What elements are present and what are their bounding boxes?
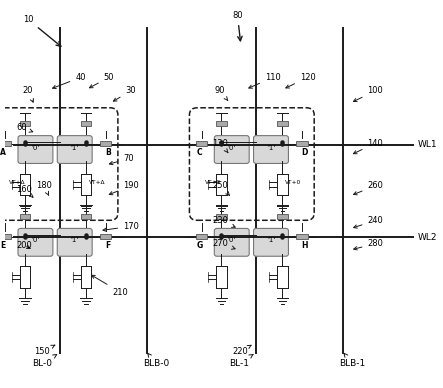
FancyBboxPatch shape xyxy=(57,136,92,163)
Text: F: F xyxy=(105,241,110,249)
FancyBboxPatch shape xyxy=(81,214,91,219)
Text: 250: 250 xyxy=(213,181,229,195)
Text: '1': '1' xyxy=(70,237,79,243)
FancyBboxPatch shape xyxy=(100,234,111,239)
FancyBboxPatch shape xyxy=(214,229,249,256)
FancyBboxPatch shape xyxy=(277,214,288,219)
Text: BLB-1: BLB-1 xyxy=(339,353,365,368)
FancyBboxPatch shape xyxy=(253,229,288,256)
FancyBboxPatch shape xyxy=(214,136,249,163)
Text: '0': '0' xyxy=(31,145,39,151)
Text: BL-0: BL-0 xyxy=(32,355,57,368)
Text: 10: 10 xyxy=(23,15,61,46)
Text: C: C xyxy=(197,148,202,157)
Text: 150: 150 xyxy=(34,345,55,357)
Text: '0': '0' xyxy=(228,237,236,243)
Text: 30: 30 xyxy=(113,87,136,101)
FancyBboxPatch shape xyxy=(277,121,288,126)
Text: 20: 20 xyxy=(23,87,33,102)
Text: 230: 230 xyxy=(213,216,235,227)
FancyBboxPatch shape xyxy=(0,141,11,146)
FancyBboxPatch shape xyxy=(18,136,53,163)
FancyBboxPatch shape xyxy=(253,136,288,163)
Text: WL2: WL2 xyxy=(418,233,437,242)
FancyBboxPatch shape xyxy=(81,121,91,126)
Text: 280: 280 xyxy=(354,239,383,250)
Text: D: D xyxy=(301,148,307,157)
Text: VT+Δ: VT+Δ xyxy=(9,180,25,185)
Text: 140: 140 xyxy=(354,139,383,154)
Text: 190: 190 xyxy=(109,181,139,195)
Text: 50: 50 xyxy=(89,73,114,88)
FancyBboxPatch shape xyxy=(196,234,207,239)
Text: 110: 110 xyxy=(249,73,281,88)
Text: 80: 80 xyxy=(232,11,243,41)
FancyBboxPatch shape xyxy=(296,234,307,239)
Text: 130: 130 xyxy=(213,139,229,153)
Text: WL1: WL1 xyxy=(418,140,437,149)
Text: VT+0: VT+0 xyxy=(205,180,222,185)
Text: E: E xyxy=(0,241,6,249)
Text: 210: 210 xyxy=(92,275,128,296)
Text: 100: 100 xyxy=(354,87,383,102)
FancyBboxPatch shape xyxy=(18,229,53,256)
Text: 90: 90 xyxy=(215,87,228,100)
FancyBboxPatch shape xyxy=(57,229,92,256)
Text: 240: 240 xyxy=(354,216,383,228)
Text: 70: 70 xyxy=(109,154,134,165)
Text: '1': '1' xyxy=(267,237,275,243)
Text: '1': '1' xyxy=(267,145,275,151)
Text: 270: 270 xyxy=(213,239,235,249)
Text: 180: 180 xyxy=(36,181,52,196)
Text: '0': '0' xyxy=(228,145,236,151)
Text: 220: 220 xyxy=(232,345,251,357)
Text: 60: 60 xyxy=(16,123,33,132)
Text: 170: 170 xyxy=(103,222,139,231)
Text: 120: 120 xyxy=(286,73,315,88)
FancyBboxPatch shape xyxy=(196,141,207,146)
Text: '1': '1' xyxy=(70,145,79,151)
Text: G: G xyxy=(196,241,202,249)
Text: H: H xyxy=(301,241,307,249)
Text: BL-1: BL-1 xyxy=(229,355,253,368)
Text: 260: 260 xyxy=(354,181,383,195)
Text: 160: 160 xyxy=(16,185,33,197)
FancyBboxPatch shape xyxy=(0,234,11,239)
FancyBboxPatch shape xyxy=(20,121,30,126)
Text: A: A xyxy=(0,148,6,157)
Text: B: B xyxy=(105,148,111,157)
Text: BLB-0: BLB-0 xyxy=(143,353,169,368)
Text: '0': '0' xyxy=(31,237,39,243)
Text: VT+Δ: VT+Δ xyxy=(89,180,105,185)
Text: VT+0: VT+0 xyxy=(285,180,301,185)
FancyBboxPatch shape xyxy=(20,214,30,219)
FancyBboxPatch shape xyxy=(296,141,307,146)
FancyBboxPatch shape xyxy=(100,141,111,146)
FancyBboxPatch shape xyxy=(216,121,226,126)
Text: 40: 40 xyxy=(53,73,85,88)
FancyBboxPatch shape xyxy=(216,214,226,219)
Text: 200: 200 xyxy=(16,241,32,250)
